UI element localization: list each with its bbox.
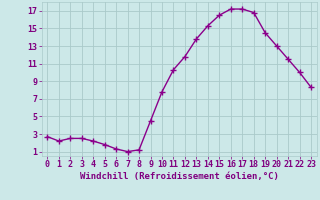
X-axis label: Windchill (Refroidissement éolien,°C): Windchill (Refroidissement éolien,°C)	[80, 172, 279, 181]
